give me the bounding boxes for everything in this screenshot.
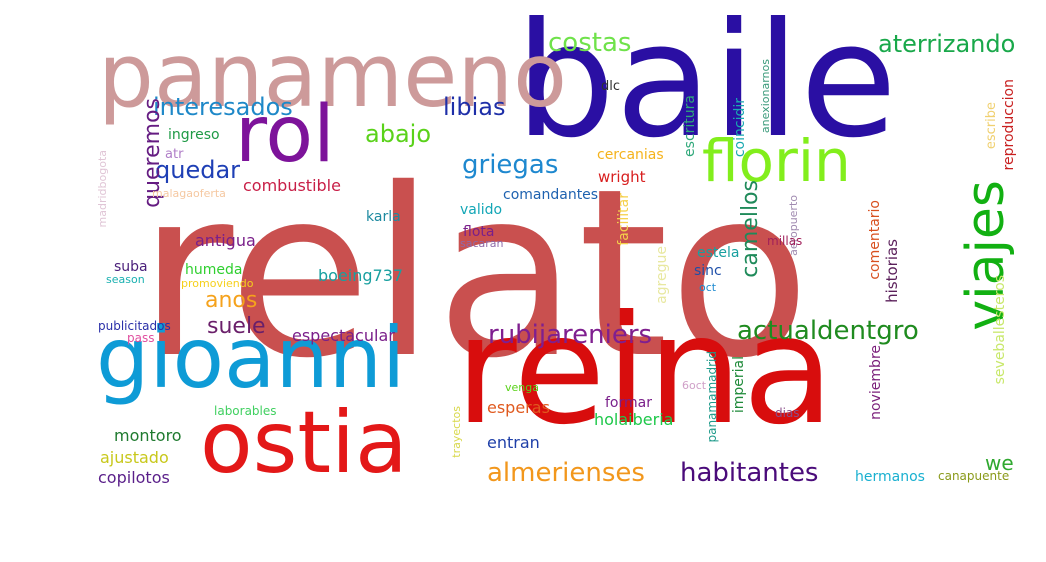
cloud-word: agregue <box>654 246 670 304</box>
cloud-word: coincidir <box>732 98 748 158</box>
cloud-word: malagaoferta <box>152 187 226 200</box>
cloud-word: ingreso <box>168 127 220 143</box>
cloud-word: madridbogota <box>96 150 109 228</box>
cloud-word: aterrizando <box>878 30 1016 58</box>
cloud-word: dlc <box>601 79 621 94</box>
cloud-word: historias <box>883 239 901 303</box>
cloud-word: suba <box>114 259 148 275</box>
cloud-word: gioanni <box>96 309 406 407</box>
cloud-word: hermanos <box>855 469 925 485</box>
cloud-word: esperas <box>487 398 550 417</box>
cloud-word: flota <box>463 224 495 240</box>
cloud-word: rol <box>235 90 335 180</box>
cloud-word: cercanias <box>597 147 664 163</box>
cloud-word: atr <box>165 147 184 162</box>
cloud-word: relato <box>138 139 811 409</box>
cloud-word: entran <box>487 433 540 452</box>
cloud-word: baile <box>515 0 898 173</box>
cloud-word: sacaran <box>460 237 504 250</box>
cloud-word: imperial <box>731 356 747 414</box>
cloud-word: promoviendo <box>181 277 254 290</box>
cloud-word: florin <box>702 127 851 195</box>
cloud-word: camellos <box>738 180 763 278</box>
cloud-word: valido <box>460 202 503 218</box>
cloud-word: ajustado <box>100 448 169 467</box>
cloud-word: facilitar <box>616 193 632 246</box>
cloud-word: reina <box>455 284 835 458</box>
cloud-word: reproduccion <box>1001 79 1017 171</box>
cloud-word: interesados <box>153 93 293 121</box>
cloud-word: laborables <box>214 404 277 418</box>
cloud-word: canapuente <box>938 469 1010 483</box>
cloud-word: ostia <box>200 393 408 493</box>
cloud-word: 6oct <box>682 379 707 392</box>
cloud-word: almerienses <box>487 458 645 488</box>
cloud-word: boeing737 <box>318 266 404 285</box>
cloud-word: oct <box>699 281 717 294</box>
cloud-word: comandantes <box>503 187 599 203</box>
cloud-word: dias <box>775 406 800 420</box>
cloud-word: abajo <box>365 120 431 148</box>
cloud-word: humeda <box>185 262 243 278</box>
cloud-word: noviembre <box>868 345 884 420</box>
cloud-word: publicitados <box>98 319 171 333</box>
cloud-word: montoro <box>114 426 182 445</box>
cloud-word: griegas <box>462 150 559 180</box>
cloud-word: anexionarnos <box>759 59 772 134</box>
cloud-word: comentario <box>867 200 883 280</box>
cloud-word: suele <box>207 314 266 339</box>
cloud-word: libias <box>443 93 506 121</box>
cloud-word: anos <box>205 288 258 313</box>
cloud-word: estela <box>697 245 740 261</box>
cloud-word: escritura <box>682 95 698 157</box>
cloud-word: habitantes <box>680 458 819 488</box>
cloud-word: wright <box>598 168 646 186</box>
cloud-word: we <box>985 451 1014 475</box>
cloud-word: quedar <box>155 156 241 184</box>
cloud-word: panameno <box>98 24 567 127</box>
cloud-word: trayectos <box>450 406 463 458</box>
cloud-word: antigua <box>195 231 256 250</box>
cloud-word: season <box>106 273 145 286</box>
cloud-word: venga <box>505 381 539 394</box>
cloud-word: formar <box>605 395 652 411</box>
cloud-word: millas <box>767 234 803 248</box>
cloud-word: espectacular <box>292 326 395 345</box>
cloud-word: karla <box>366 209 401 225</box>
cloud-word: rubijareniers <box>488 320 653 350</box>
cloud-word: costas <box>548 28 632 58</box>
cloud-word: combustible <box>243 176 341 195</box>
cloud-word: seveballesteros <box>992 275 1008 385</box>
cloud-word: holaiberia <box>594 410 674 429</box>
cloud-word: pass <box>127 331 155 345</box>
cloud-word: panamamadrid <box>705 351 719 443</box>
cloud-word: sinc <box>694 263 722 279</box>
cloud-word: actualdentgro <box>737 316 919 346</box>
cloud-word: copilotos <box>98 468 170 487</box>
cloud-word: escribe <box>984 102 999 150</box>
